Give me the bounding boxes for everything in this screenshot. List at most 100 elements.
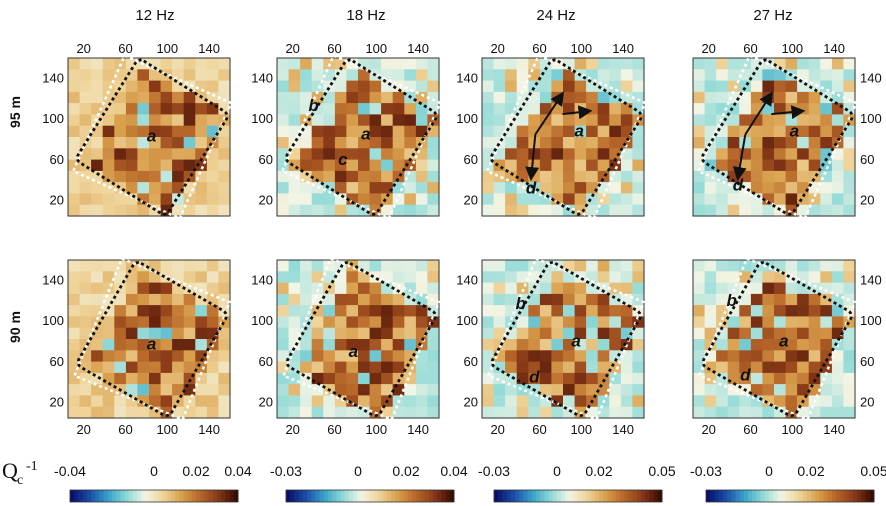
colorbar-segment xyxy=(395,490,400,502)
heat-cell xyxy=(277,159,290,172)
heat-cell xyxy=(172,170,185,183)
heat-cell xyxy=(358,339,371,351)
heat-cell xyxy=(774,148,787,161)
heat-cell xyxy=(620,137,634,149)
heat-cell xyxy=(300,372,313,385)
heat-cell xyxy=(808,327,821,340)
colorbar-segment xyxy=(731,490,736,502)
heat-cell xyxy=(323,260,336,272)
annotation-arrow xyxy=(744,91,773,136)
heat-cell xyxy=(415,395,429,408)
heat-cell xyxy=(704,271,717,284)
heat-cell xyxy=(125,282,139,295)
heat-cell xyxy=(704,159,717,172)
colorbar-segment xyxy=(718,490,724,502)
heat-cell xyxy=(79,58,92,70)
heat-cell xyxy=(586,58,599,70)
heat-cell xyxy=(539,114,553,127)
colorbar-tick-label: 0.05 xyxy=(648,463,675,479)
heat-cell xyxy=(716,372,729,385)
heat-cell xyxy=(609,103,622,115)
heat-cell xyxy=(427,58,440,70)
heat-cell xyxy=(404,137,417,149)
heat-cell xyxy=(609,159,622,172)
heat-cell xyxy=(693,91,706,104)
colorbar-segment xyxy=(128,490,134,502)
colorbar-18hz: -0.03 0 0.02 0.04 xyxy=(270,463,468,503)
heat-cell xyxy=(597,193,610,206)
heat-cell xyxy=(620,406,634,419)
colorbar-segment xyxy=(756,490,762,502)
heat-cell xyxy=(102,170,115,183)
heat-cell xyxy=(68,204,81,217)
heat-cell xyxy=(300,137,313,149)
heat-cell xyxy=(785,137,798,149)
heat-cell xyxy=(774,80,787,93)
heat-cell xyxy=(493,293,506,306)
heat-cell xyxy=(206,361,220,374)
heat-cell xyxy=(392,372,405,385)
heat-cell xyxy=(716,69,729,82)
heat-cell xyxy=(183,159,196,172)
heat-cell xyxy=(172,361,185,374)
heat-cell xyxy=(160,384,173,396)
colorbar-segment xyxy=(769,490,774,502)
heat-cell xyxy=(493,58,506,70)
heat-cell xyxy=(79,282,92,295)
heat-cell xyxy=(172,327,185,340)
heat-cell xyxy=(750,182,764,194)
heat-cell xyxy=(68,282,81,295)
heat-cell xyxy=(172,125,185,138)
heat-cell xyxy=(551,305,564,317)
heat-cell xyxy=(785,282,798,295)
heat-cell xyxy=(586,372,599,385)
heat-cell xyxy=(574,282,587,295)
heat-cell xyxy=(808,58,821,70)
heat-cell xyxy=(183,103,196,115)
colorbar-segment xyxy=(815,490,820,502)
heat-cell xyxy=(68,260,81,272)
heat-cell xyxy=(381,159,394,172)
heat-cell xyxy=(574,339,587,351)
heat-cell xyxy=(774,260,787,272)
y-tick-label: 20 xyxy=(860,395,874,410)
heat-cell xyxy=(195,170,208,183)
heat-cell xyxy=(493,260,506,272)
heat-cell xyxy=(137,395,150,408)
heat-cell xyxy=(785,384,798,396)
heat-cell xyxy=(597,170,610,183)
colorbar-segment xyxy=(433,490,438,502)
heat-cell xyxy=(831,114,845,127)
heat-cell xyxy=(404,103,417,115)
heat-cell xyxy=(68,170,81,183)
heat-cell xyxy=(427,80,440,93)
heat-cell xyxy=(91,271,104,284)
heat-cell xyxy=(91,327,104,340)
heat-cell xyxy=(704,69,717,82)
heat-cell xyxy=(91,372,104,385)
heat-cell xyxy=(528,293,541,306)
heat-cell xyxy=(597,103,610,115)
heat-cell xyxy=(323,305,336,317)
heat-cell xyxy=(632,372,645,385)
heat-cell xyxy=(704,305,717,317)
heat-cell xyxy=(346,69,359,82)
colorbar-segment xyxy=(548,490,554,502)
heat-cell xyxy=(79,293,92,306)
heat-cell xyxy=(206,137,220,149)
y-tick-label: 100 xyxy=(860,111,882,126)
heat-cell xyxy=(563,193,576,206)
heat-cell xyxy=(91,182,104,194)
heat-cell xyxy=(528,260,541,272)
heat-cell xyxy=(288,91,301,104)
heat-cell xyxy=(620,305,634,317)
heat-cell xyxy=(797,384,810,396)
heat-cell xyxy=(505,350,518,363)
y-tick-label: 20 xyxy=(464,395,478,410)
heat-cell xyxy=(206,350,220,363)
colorbar-segment xyxy=(722,490,728,502)
heat-cell xyxy=(323,395,336,408)
heat-cell xyxy=(609,58,622,70)
heat-cell xyxy=(334,69,348,82)
heat-cell xyxy=(311,271,324,284)
